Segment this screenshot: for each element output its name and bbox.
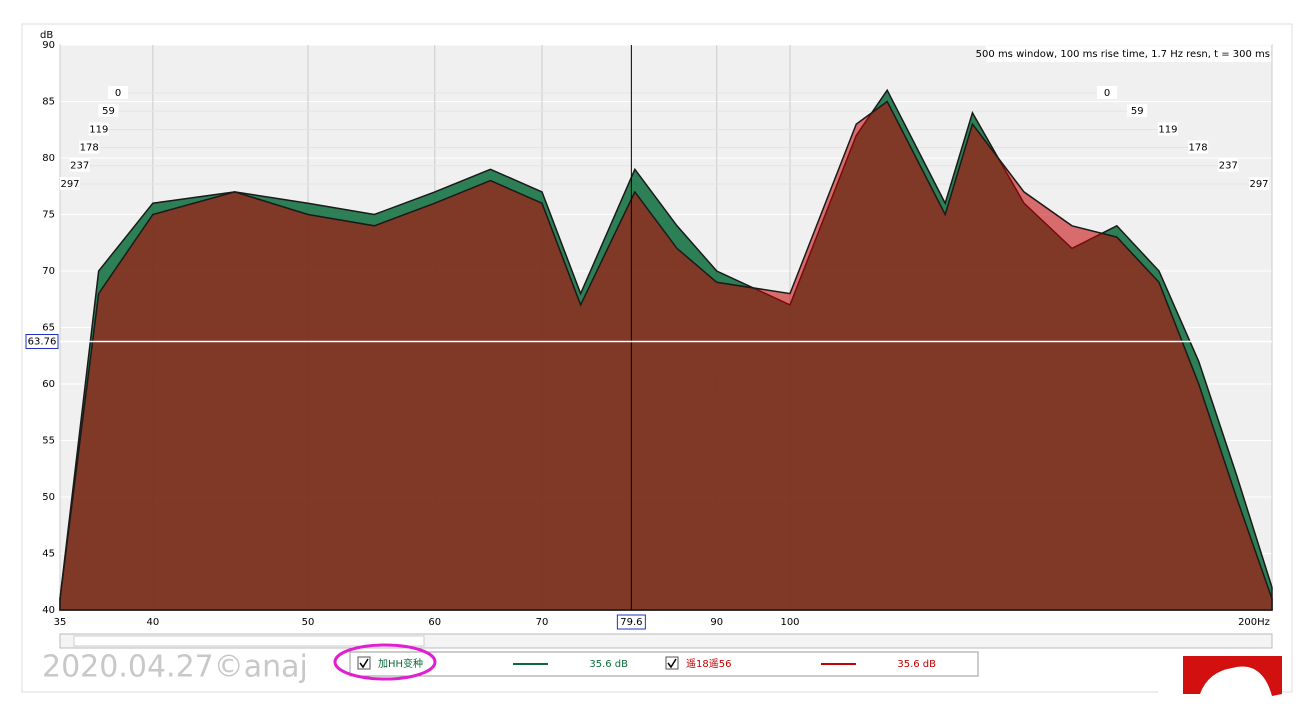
annotation-bg — [986, 46, 1271, 62]
cursor-x-box — [616, 614, 646, 630]
depth-tick-label: 297 — [1249, 179, 1268, 190]
x-tick-label: 60 — [428, 617, 441, 628]
x-tick-label: 90 — [710, 617, 723, 628]
y-tick-label: 70 — [42, 266, 55, 277]
y-tick-label: 75 — [42, 210, 55, 221]
depth-tick-label: 59 — [1131, 106, 1144, 117]
y-tick-label: 60 — [42, 379, 55, 390]
depth-tick-bg — [1188, 140, 1209, 154]
x-tick-label: 100 — [780, 617, 799, 628]
x-tick-label: 200Hz — [1238, 617, 1270, 628]
depth-tick-bg — [79, 140, 100, 154]
watermark: 2020.04.27©anaj — [42, 650, 308, 685]
legend-check — [359, 658, 369, 669]
legend — [349, 651, 979, 677]
depth-tick-bg — [69, 158, 90, 172]
depth-tick-label: 297 — [60, 179, 79, 190]
y-tick-label: 40 — [42, 605, 55, 616]
depth-tick-bg — [1127, 104, 1148, 118]
depth-tick-label: 178 — [1189, 143, 1208, 154]
cursor-y-label: 63.76 — [28, 337, 57, 348]
depth-tick-label: 237 — [1219, 161, 1238, 172]
annotation: 500 ms window, 100 ms rise time, 1.7 Hz … — [976, 49, 1270, 60]
depth-tick-bg — [108, 86, 128, 99]
legend-checkbox[interactable] — [665, 656, 679, 670]
legend-name: 遥18遥56 — [686, 657, 731, 670]
depth-tick-bg — [88, 122, 109, 136]
legend-value: 35.6 dB — [589, 659, 628, 670]
depth-tick-label: 119 — [1158, 124, 1177, 135]
legend-checkbox[interactable] — [357, 656, 371, 670]
legend-name: 加HH变种 — [378, 657, 423, 670]
depth-tick-bg — [98, 104, 119, 118]
depth-tick-label: 0 — [1104, 88, 1110, 99]
cursor-x-label: 79.6 — [620, 617, 642, 628]
y-tick-label: 55 — [42, 436, 55, 447]
depth-tick-bg — [1157, 122, 1178, 136]
x-tick-label: 35 — [54, 617, 67, 628]
depth-tick-bg — [1097, 86, 1117, 99]
depth-tick-label: 178 — [80, 143, 99, 154]
scroll-thumb[interactable] — [73, 635, 425, 647]
depth-tick-label: 119 — [89, 124, 108, 135]
logo — [1183, 656, 1282, 696]
depth-tick-bg — [1218, 158, 1239, 172]
depth-tick-label: 237 — [70, 161, 89, 172]
highlight-ellipse — [333, 643, 437, 681]
x-tick-label: 40 — [146, 617, 159, 628]
depth-tick-label: 59 — [102, 106, 115, 117]
legend-value: 35.6 dB — [897, 659, 936, 670]
y-tick-label: 80 — [42, 153, 55, 164]
y-tick-label: 85 — [42, 97, 55, 108]
y-tick-label: 50 — [42, 492, 55, 503]
x-tick-label: 70 — [536, 617, 549, 628]
series-area — [59, 100, 1273, 611]
y-tick-label: 45 — [42, 549, 55, 560]
y-axis-label: dB — [40, 30, 53, 41]
depth-tick-bg — [60, 177, 80, 190]
depth-tick-bg — [1249, 177, 1269, 190]
cursor-y-box — [25, 334, 59, 350]
x-tick-label: 50 — [302, 617, 315, 628]
y-tick-label: 65 — [42, 323, 55, 334]
y-tick-label: 90 — [42, 40, 55, 51]
depth-tick-label: 0 — [115, 88, 121, 99]
legend-check — [667, 658, 677, 669]
